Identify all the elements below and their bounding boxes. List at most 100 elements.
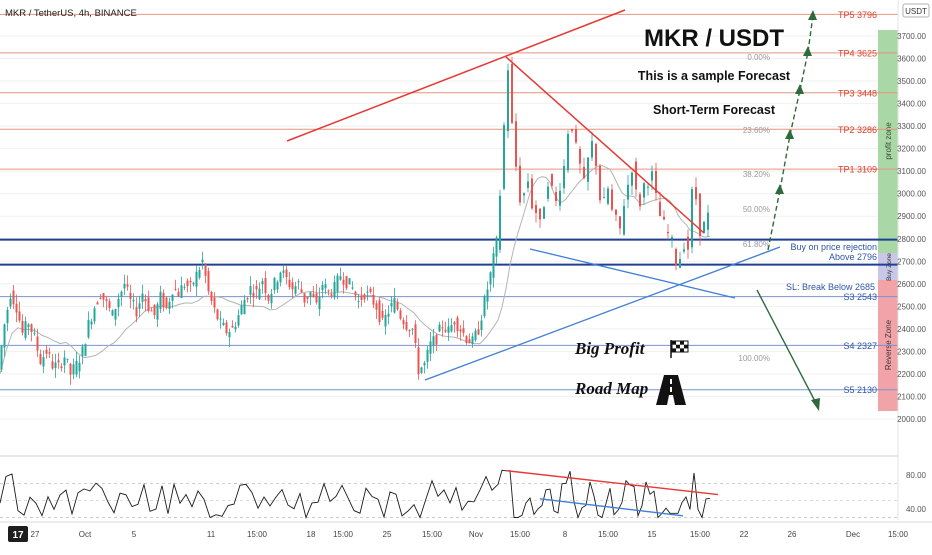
- candle: [357, 293, 360, 309]
- candle: [114, 308, 117, 326]
- candle-body: [3, 324, 6, 348]
- candle: [330, 289, 333, 299]
- candle-body: [126, 284, 129, 287]
- candle-body: [330, 294, 333, 297]
- candle: [671, 234, 673, 248]
- candle-body: [354, 291, 357, 296]
- candle-body: [210, 292, 213, 301]
- candle: [396, 298, 399, 311]
- candle: [489, 271, 492, 292]
- candle: [150, 307, 153, 312]
- candle-body: [33, 332, 36, 334]
- symbol-header: MKR / TetherUS, 4h, BINANCE: [5, 8, 137, 19]
- candle-body: [459, 329, 462, 332]
- price-tick-12: 2500.00: [897, 302, 926, 311]
- short-term-text: Short-Term Forecast: [653, 103, 776, 117]
- candle: [204, 262, 207, 284]
- candle-body: [108, 301, 111, 308]
- candle: [559, 183, 561, 211]
- candle-body: [571, 129, 573, 131]
- candle: [63, 350, 66, 373]
- candle-body: [583, 166, 585, 179]
- candle-body: [503, 125, 505, 189]
- candle-body: [471, 336, 474, 344]
- candle: [354, 290, 357, 301]
- candle: [333, 275, 336, 300]
- time-tick-11: 8: [563, 530, 568, 539]
- time-tick-0: 27: [31, 530, 40, 539]
- candle: [261, 278, 264, 294]
- candle: [282, 265, 285, 279]
- candle: [207, 267, 210, 295]
- candle: [66, 358, 69, 363]
- candle: [399, 308, 402, 321]
- candle: [222, 318, 225, 326]
- rsi-tick-0: 80.00: [906, 471, 927, 480]
- candle-body: [599, 165, 601, 201]
- candle: [216, 308, 219, 321]
- candle: [21, 314, 24, 336]
- candle: [595, 142, 597, 175]
- candle-body: [150, 310, 153, 312]
- sl-label: SL: Break Below 2685: [786, 282, 875, 292]
- candle-body: [351, 287, 354, 289]
- candle-body: [411, 328, 414, 330]
- candle-body: [468, 339, 471, 344]
- candle-body: [426, 349, 429, 363]
- candle: [707, 204, 709, 237]
- candle-body: [39, 354, 42, 365]
- candle-body: [36, 336, 39, 351]
- candle: [81, 344, 84, 365]
- candle-body: [405, 322, 408, 330]
- price-tick-2: 3500.00: [897, 77, 926, 86]
- time-axis: 27 Oct 5 11 15:00 18 15:00 25 15:00 Nov 15:00 8 15:0…: [31, 530, 909, 539]
- forecast-arrows: [767, 14, 814, 251]
- candle-body: [264, 278, 267, 294]
- candle-body: [153, 304, 156, 316]
- candle-body: [435, 334, 438, 345]
- candle-body: [480, 320, 483, 330]
- descending-blue-trendline: [529, 248, 736, 299]
- candle: [515, 113, 517, 171]
- candle-body: [249, 286, 252, 295]
- candle-body: [447, 326, 450, 333]
- candle: [507, 63, 509, 139]
- candle-body: [276, 281, 279, 290]
- candle-body: [288, 279, 291, 288]
- candle-body: [258, 288, 261, 300]
- price-tick-15: 2200.00: [897, 370, 926, 379]
- candle-body: [147, 297, 150, 312]
- candle-body: [321, 284, 324, 291]
- candle: [539, 208, 541, 228]
- rsi-pane: 80.00 40.00: [0, 469, 927, 519]
- fib-label-3: 50.00%: [743, 205, 770, 214]
- candle: [90, 318, 93, 330]
- buy-zone-label: Buy Zone: [886, 253, 893, 281]
- candle: [42, 350, 45, 374]
- candle-body: [635, 161, 637, 190]
- candle-body: [6, 309, 9, 324]
- candle: [483, 294, 486, 319]
- candle: [219, 311, 222, 329]
- candle-body: [523, 193, 525, 196]
- candle: [571, 128, 573, 134]
- candle-body: [659, 201, 661, 217]
- candle-body: [300, 289, 303, 293]
- price-tick-5: 3200.00: [897, 145, 926, 154]
- candle-body: [591, 141, 593, 158]
- candle-body: [294, 286, 297, 294]
- candle-body: [18, 311, 21, 321]
- time-tick-7: 25: [383, 530, 392, 539]
- candle-body: [243, 299, 246, 315]
- candle: [195, 265, 198, 297]
- candle-body: [579, 148, 581, 164]
- candle-body: [21, 320, 24, 333]
- price-tick-1: 3600.00: [897, 55, 926, 64]
- candle-body: [246, 297, 249, 300]
- candle: [519, 157, 521, 206]
- candle: [264, 271, 267, 301]
- candle: [60, 363, 63, 372]
- candle-body: [611, 189, 613, 210]
- tradingview-logo[interactable]: 17: [8, 526, 28, 542]
